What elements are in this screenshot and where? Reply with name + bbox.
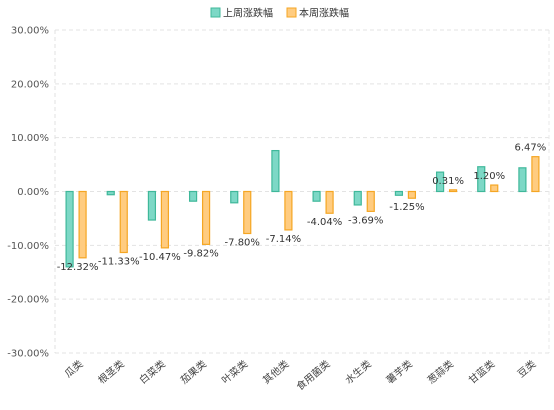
last-week-bar [353, 190, 362, 206]
y-tick-label: 20.00% [11, 79, 49, 90]
data-label: 6.47% [515, 143, 547, 154]
this-week-bar [448, 189, 458, 193]
data-label: -7.80% [225, 237, 260, 248]
x-tick-label: 薯芋类 [384, 357, 415, 386]
data-label: -11.33% [98, 256, 140, 267]
y-tick-label: 30.00% [11, 26, 49, 37]
data-label: 0.31% [432, 176, 464, 187]
this-week-bar [366, 190, 375, 212]
x-tick-label: 其他类 [260, 357, 291, 386]
this-week-bar [531, 156, 540, 193]
x-tick-label: 葱蒜类 [425, 357, 456, 386]
last-week-bar [435, 171, 445, 193]
last-week-bar [271, 149, 280, 193]
last-week-bar [312, 190, 321, 202]
y-tick-label: 0.00% [17, 187, 49, 198]
last-week-bar [394, 190, 404, 196]
this-week-bar [201, 190, 211, 245]
this-week-bar [243, 190, 252, 235]
data-label: 1.20% [473, 171, 505, 182]
this-week-bar [325, 190, 334, 214]
this-week-bar [160, 190, 170, 249]
this-week-bar [119, 190, 128, 254]
last-week-bar [230, 190, 239, 204]
data-label: -7.14% [266, 234, 301, 245]
grid-lines [54, 29, 550, 354]
x-tick-label: 叶菜类 [219, 357, 250, 386]
x-tick-label: 食用菌类 [294, 357, 333, 393]
x-axis: 瓜类 根茎类 白菜类 茄果类 叶菜类 其他类 食用菌类 水生类 薯芋类 葱蒜类 甘蓝类 豆类 [62, 357, 539, 393]
data-label: -4.04% [307, 217, 342, 228]
this-week-bar [284, 190, 293, 231]
data-label: -12.32% [57, 262, 99, 273]
last-week-bar [518, 167, 527, 193]
x-tick-label: 甘蓝类 [466, 357, 497, 386]
this-week-bar [78, 190, 87, 259]
last-week-bar [188, 190, 198, 202]
y-axis: 30.00% 20.00% 10.00% 0.00% -10.00% -20.00% -30… [7, 26, 49, 360]
x-tick-label: 水生类 [342, 357, 373, 386]
y-tick-label: -30.00% [7, 349, 49, 360]
x-tick-label: 瓜类 [62, 357, 86, 380]
y-tick-label: 10.00% [11, 133, 49, 144]
this-week-bar [407, 190, 417, 199]
data-label: -1.25% [389, 202, 424, 213]
last-week-bar [65, 190, 74, 268]
last-week-bar [106, 190, 115, 196]
data-label: -3.69% [348, 215, 383, 226]
data-label: -9.82% [183, 248, 218, 259]
x-tick-label: 白菜类 [137, 357, 168, 386]
y-tick-label: -10.00% [7, 241, 49, 252]
last-week-bar [477, 166, 486, 193]
x-tick-label: 豆类 [515, 357, 539, 380]
this-week-bar [490, 184, 499, 193]
legend-swatch-this-week [286, 7, 297, 18]
y-tick-label: -20.00% [7, 295, 49, 306]
bars [65, 149, 540, 268]
x-tick-label: 茄果类 [178, 357, 209, 386]
legend-swatch-last-week [210, 7, 221, 18]
legend-label-this-week: 本周涨跌幅 [299, 7, 349, 20]
last-week-bar [147, 190, 157, 221]
legend: 上周涨跌幅 本周涨跌幅 [210, 7, 349, 20]
legend-label-last-week: 上周涨跌幅 [223, 7, 273, 20]
data-label: -10.47% [139, 252, 181, 263]
data-labels: -12.32% -11.33% -10.47% -9.82%-7.80% -7.14%-… [57, 143, 547, 273]
x-tick-label: 根茎类 [95, 357, 126, 386]
